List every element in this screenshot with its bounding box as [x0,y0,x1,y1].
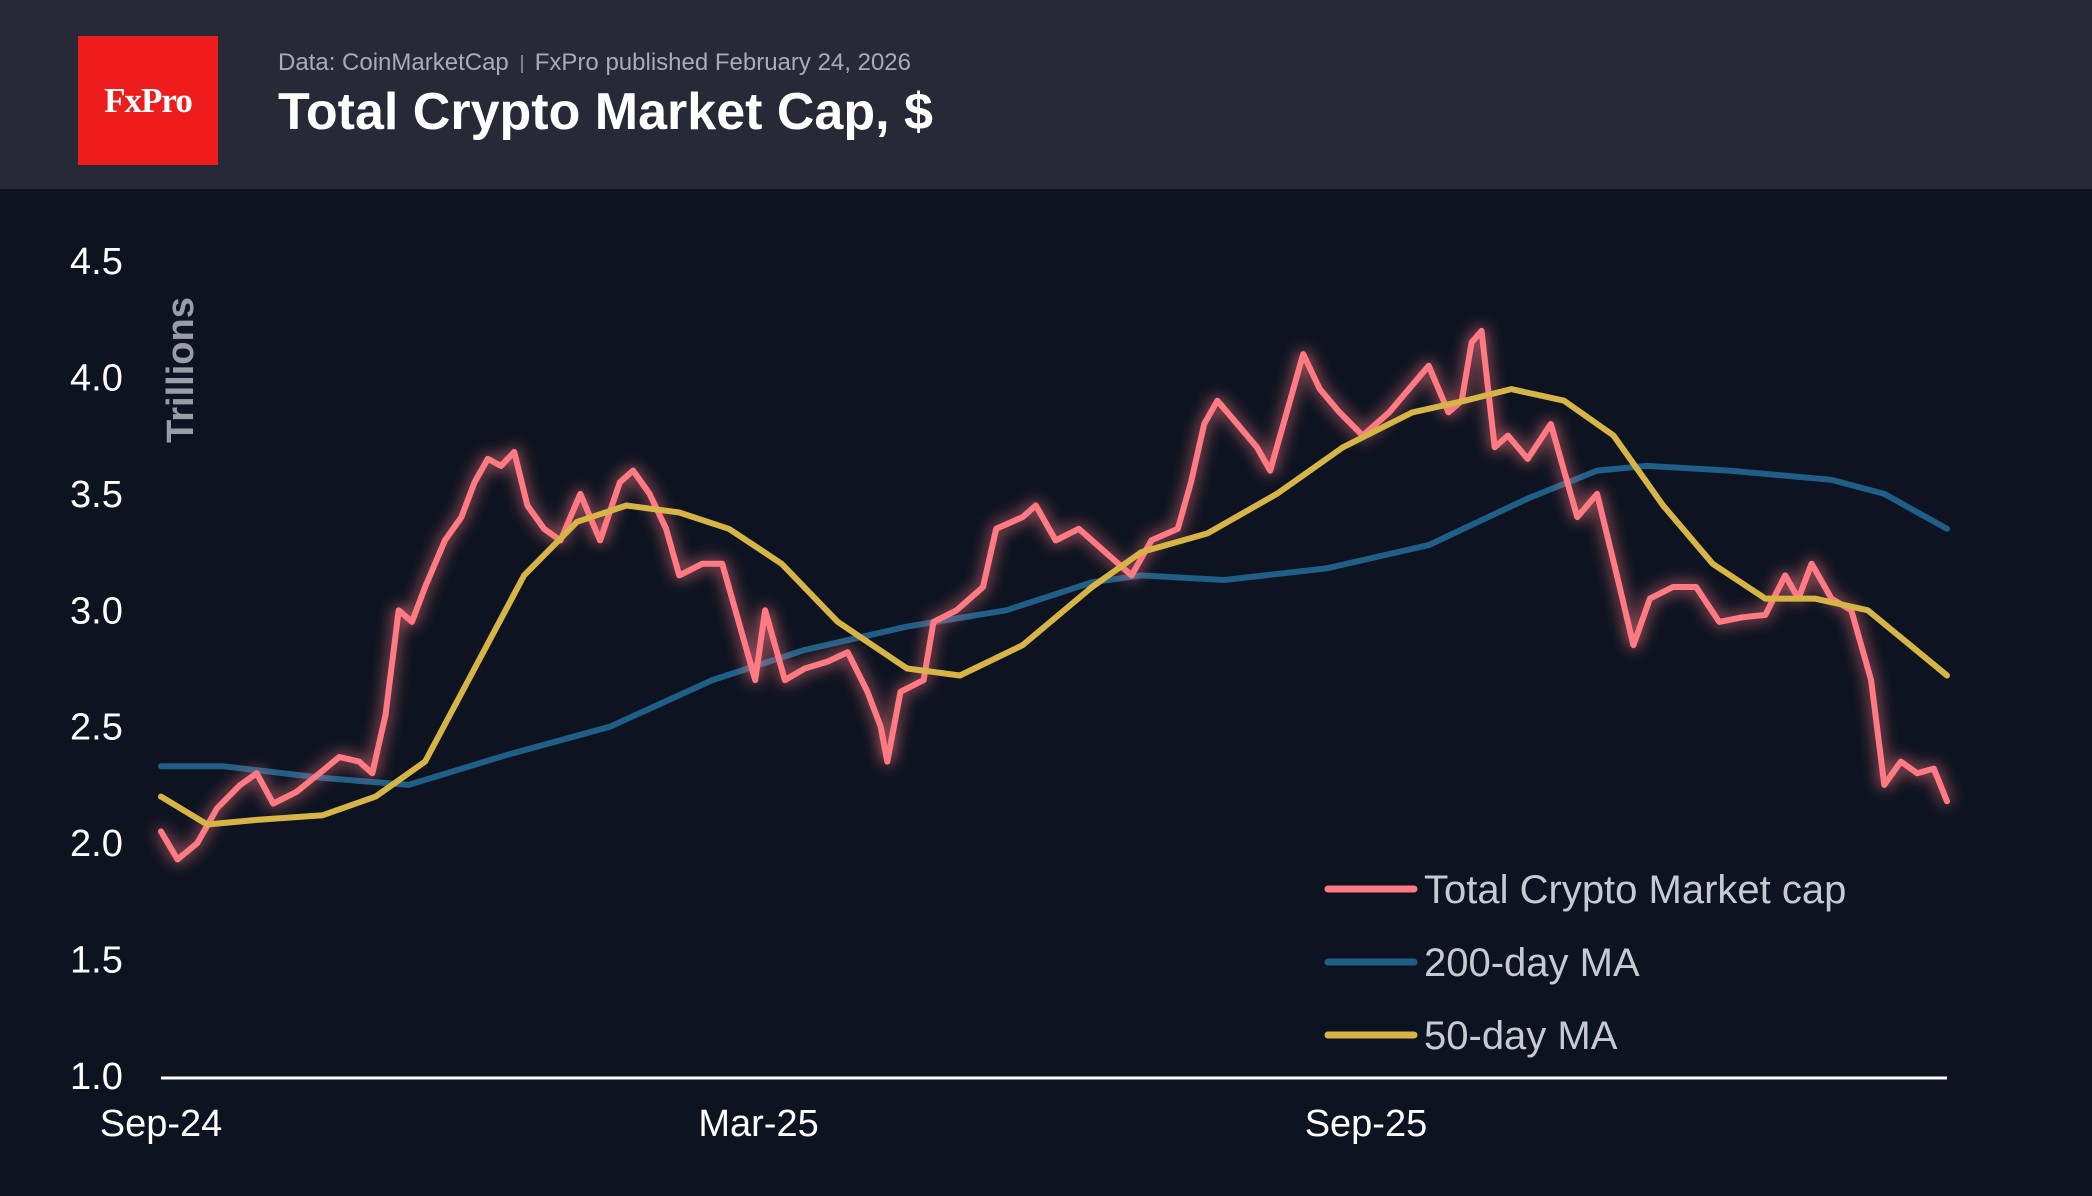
y-tick-label: 3.5 [70,474,123,516]
series-line-200-day-ma [158,462,1950,788]
series-line-total-crypto-market-cap [158,327,1950,863]
y-tick-label: 1.5 [70,940,123,982]
chart-title: Total Crypto Market Cap, $ [278,83,933,141]
chart-area: 1.0 1.5 2.0 2.5 3.0 3.5 4.0 4.5 Trillions Sep-24… [70,241,1950,1145]
y-tick-label: 4.0 [70,357,123,399]
series-layer [158,327,1950,863]
legend-label: Total Crypto Market cap [1424,868,1846,912]
legend-label: 200-day MA [1424,941,1640,985]
legend-label: 50-day MA [1424,1014,1618,1058]
legend: Total Crypto Market cap 200-day MA 50-day … [1324,868,1846,1058]
data-source: Data: CoinMarketCap [278,49,509,76]
source-line: Data: CoinMarketCap FxPro published Febru… [278,49,911,77]
published-date: FxPro published February 24, 2026 [534,49,911,76]
fxpro-logo: FxPro [78,36,218,165]
y-tick-label: 4.5 [70,241,123,283]
y-tick-label: 2.0 [70,823,123,865]
y-tick-label: 3.0 [70,590,123,632]
x-tick-label: Mar-25 [698,1103,818,1145]
y-tick-label: 2.5 [70,707,123,749]
meta-separator [520,54,523,73]
y-axis-title: Trillions [160,297,202,443]
logo-text: FxPro [104,80,193,120]
x-axis: Sep-24 Mar-25 Sep-25 [100,1076,1947,1145]
chart-header: FxPro Data: CoinMarketCap FxPro published… [0,0,2092,189]
series-line-50-day-ma [158,386,1950,828]
x-tick-label: Sep-25 [1305,1103,1428,1145]
y-axis: 1.0 1.5 2.0 2.5 3.0 3.5 4.0 4.5 Trillions [70,241,202,1098]
y-tick-label: 1.0 [70,1056,123,1098]
x-tick-label: Sep-24 [100,1103,223,1145]
